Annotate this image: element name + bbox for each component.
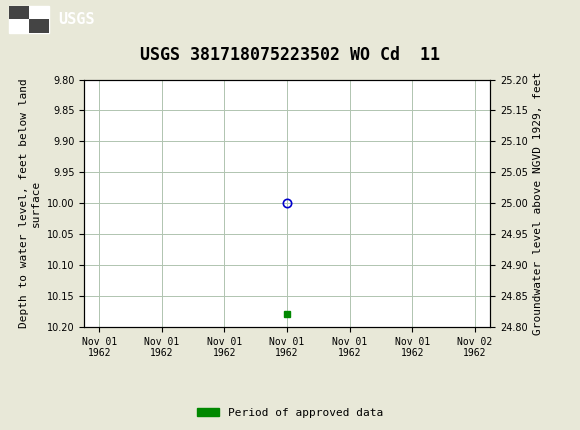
Legend: Period of approved data: Period of approved data [193, 403, 387, 422]
Text: USGS: USGS [58, 12, 95, 27]
Polygon shape [9, 6, 49, 33]
Polygon shape [9, 6, 29, 19]
Y-axis label: Groundwater level above NGVD 1929, feet: Groundwater level above NGVD 1929, feet [533, 71, 543, 335]
Text: USGS 381718075223502 WO Cd  11: USGS 381718075223502 WO Cd 11 [140, 46, 440, 64]
Polygon shape [29, 19, 49, 33]
Y-axis label: Depth to water level, feet below land
surface: Depth to water level, feet below land su… [19, 78, 41, 328]
